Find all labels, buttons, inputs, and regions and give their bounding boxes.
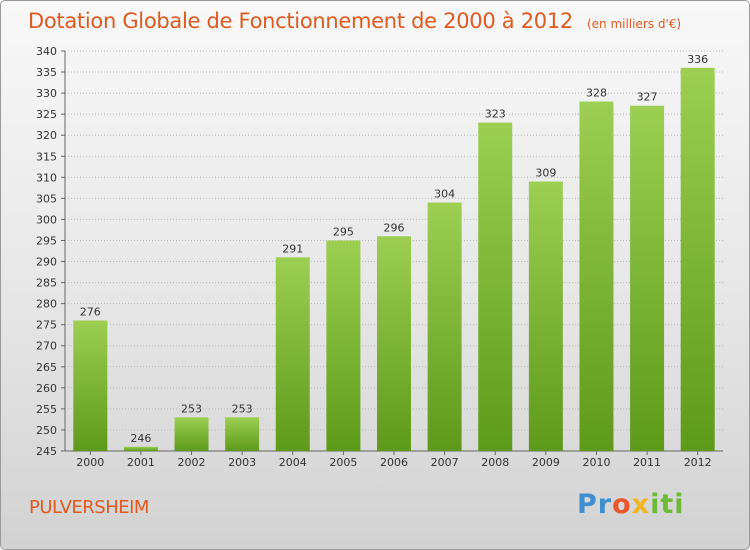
bar-2012	[680, 67, 715, 451]
y-tick-label: 245	[36, 445, 57, 458]
y-tick-label: 300	[36, 213, 57, 226]
y-tick-label: 260	[36, 382, 57, 395]
data-label: 323	[485, 108, 506, 121]
data-label: 276	[80, 305, 101, 318]
bar-2004	[275, 257, 310, 451]
logo-part-2: o	[612, 489, 632, 520]
x-tick-label: 2010	[582, 456, 610, 469]
commune-name: PULVERSHEIM	[29, 497, 149, 518]
y-tick-label: 325	[36, 108, 57, 121]
x-tick-label: 2005	[329, 456, 357, 469]
data-label: 295	[333, 225, 354, 238]
y-tick-label: 330	[36, 87, 57, 100]
y-tick-label: 250	[36, 424, 57, 437]
x-tick-label: 2011	[633, 456, 661, 469]
bars	[73, 67, 715, 452]
y-tick-label: 270	[36, 340, 57, 353]
y-tick-label: 310	[36, 171, 57, 184]
bar-2005	[326, 240, 361, 451]
bar-2000	[73, 320, 108, 451]
title-unit: (en milliers d'€)	[586, 17, 682, 31]
chart-title: Dotation Globale de Fonctionnement de 20…	[28, 9, 681, 33]
data-label: 246	[130, 432, 151, 445]
y-tick-label: 280	[36, 298, 57, 311]
x-tick-label: 2012	[684, 456, 712, 469]
y-tick-label: 290	[36, 256, 57, 269]
bar-2011	[630, 105, 665, 451]
data-label: 304	[434, 188, 455, 201]
title-text: Dotation Globale de Fonctionnement de 20…	[28, 9, 573, 33]
bar-2008	[478, 122, 513, 451]
y-tick-label: 295	[36, 234, 57, 247]
x-tick-label: 2009	[532, 456, 560, 469]
y-tick-label: 340	[36, 45, 57, 58]
labels: 245 250 255 260 265 270 275 280 285 290 295 300 305 3…	[36, 45, 712, 469]
bar-2006	[377, 236, 411, 451]
logo-part-3: x	[631, 489, 651, 520]
y-tick-label: 315	[36, 150, 57, 163]
y-tick-label: 255	[36, 403, 57, 416]
x-tick-label: 2007	[431, 456, 459, 469]
y-tick-label: 305	[36, 192, 57, 205]
data-label: 336	[687, 53, 708, 66]
y-tick-label: 335	[36, 66, 57, 79]
proxiti-logo[interactable]: Proxiti	[577, 489, 685, 520]
y-tick-label: 320	[36, 129, 57, 142]
logo-part-1: Pr	[577, 489, 613, 520]
bar-2009	[528, 181, 563, 452]
x-tick-label: 2004	[279, 456, 307, 469]
data-label: 327	[637, 91, 658, 104]
data-label: 309	[535, 167, 556, 180]
bar-2010	[579, 101, 614, 452]
data-label: 328	[586, 87, 607, 100]
data-label: 253	[181, 402, 202, 415]
x-tick-label: 2001	[127, 456, 155, 469]
x-tick-label: 2002	[178, 456, 206, 469]
y-tick-label: 265	[36, 361, 57, 374]
data-label: 291	[282, 242, 303, 255]
bar-2007	[427, 202, 462, 451]
x-tick-label: 2006	[380, 456, 408, 469]
bar-2001	[123, 446, 158, 451]
bar-2002	[174, 417, 209, 451]
x-tick-label: 2008	[481, 456, 509, 469]
logo-part-4: iti	[650, 489, 685, 520]
x-tick-label: 2003	[228, 456, 256, 469]
y-tick-label: 285	[36, 277, 57, 290]
y-tick-label: 275	[36, 319, 57, 332]
data-label: 296	[384, 221, 405, 234]
data-label: 253	[232, 402, 253, 415]
x-tick-label: 2000	[76, 456, 104, 469]
bar-2003	[225, 417, 260, 451]
